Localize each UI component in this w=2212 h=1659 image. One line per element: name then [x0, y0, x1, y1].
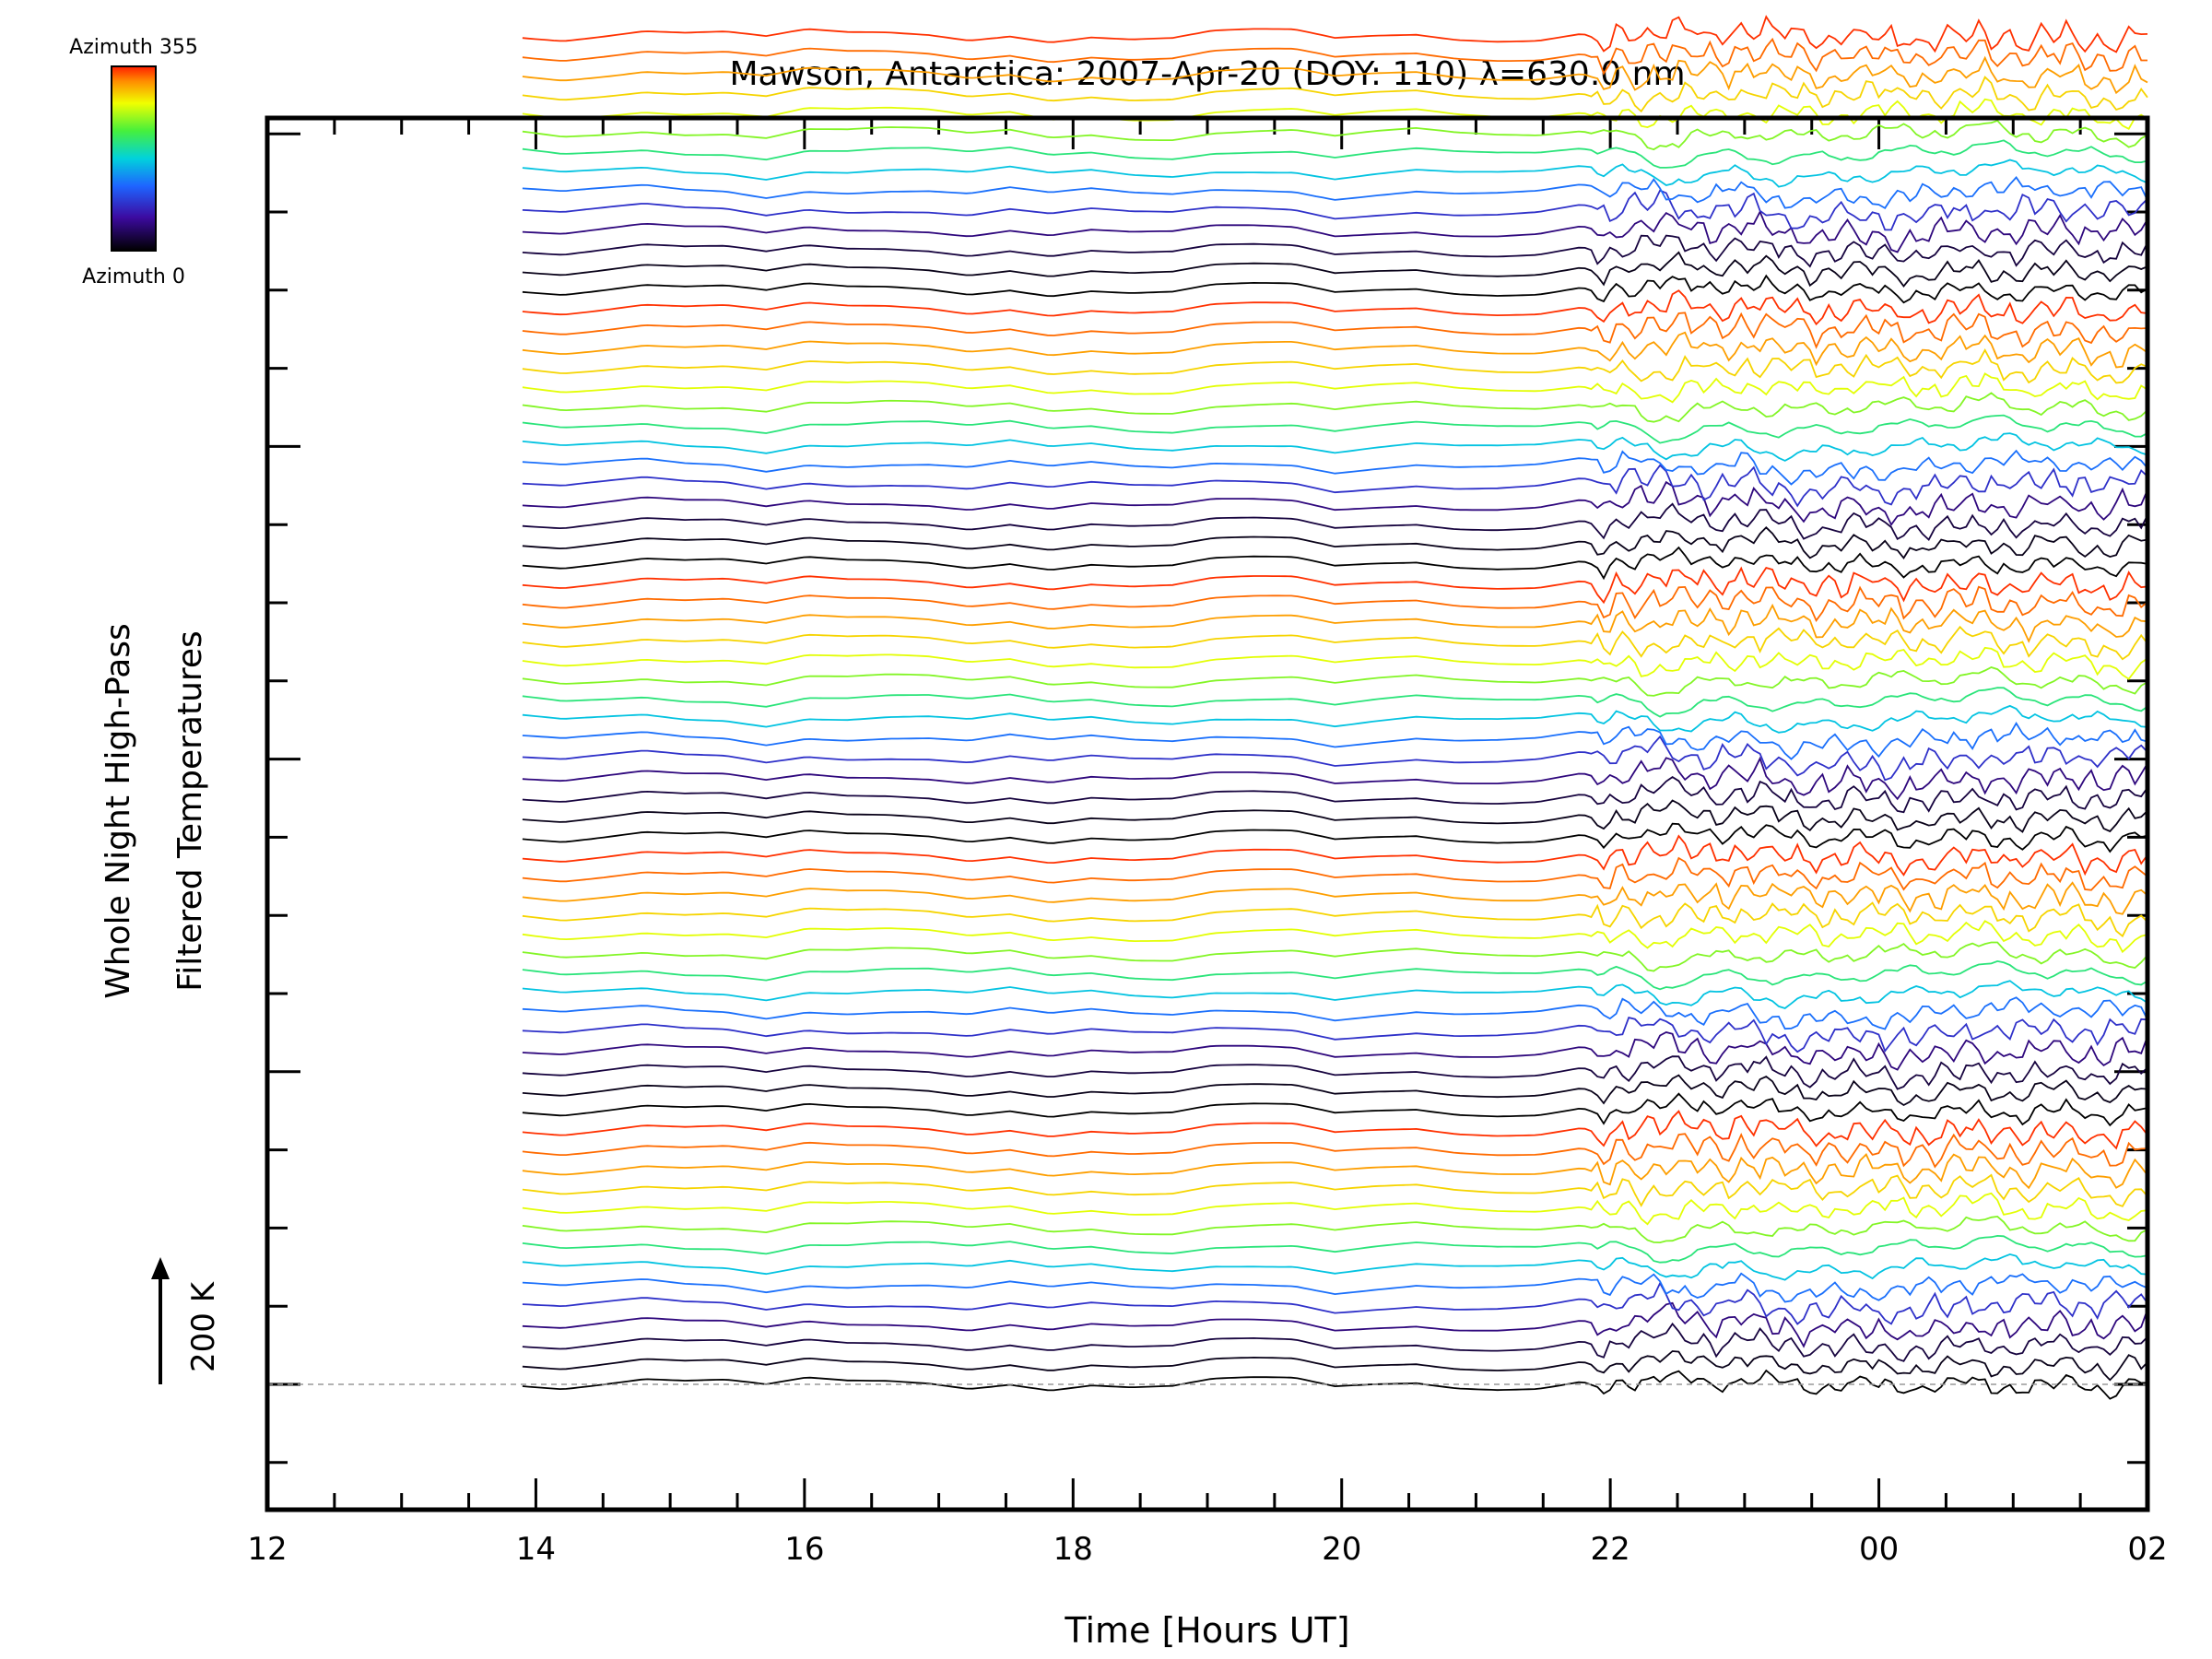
trace-line [522, 526, 2148, 559]
trace-line [522, 834, 2148, 877]
trace-line [522, 1055, 2148, 1090]
trace-line [522, 139, 2148, 169]
trace-line [522, 625, 2148, 661]
trace-line [522, 414, 2148, 444]
trace-group [522, 15, 2148, 1400]
trace-line [522, 1350, 2148, 1382]
trace-line [522, 98, 2148, 130]
x-axis-label: Time [Hours UT] [1064, 1610, 1349, 1651]
trace-line [522, 901, 2148, 938]
trace-line [522, 722, 2148, 760]
trace-line [522, 1272, 2148, 1303]
trace-line [522, 1322, 2148, 1362]
trace-line [522, 348, 2148, 384]
plot-frame [265, 115, 2150, 1512]
x-tick-label: 22 [1591, 1531, 1630, 1568]
colorbar-bottom-label: Azimuth 0 [82, 265, 185, 288]
trace-line [522, 480, 2148, 527]
scale-bar-arrowhead [151, 1257, 170, 1279]
trace-line [522, 15, 2148, 53]
chart-title: Mawson, Antarctica: 2007-Apr-20 (DOY: 11… [729, 55, 1685, 93]
trace-line [522, 119, 2148, 151]
trace-line [522, 159, 2148, 188]
trace-line [522, 996, 2148, 1030]
trace-line [522, 55, 2148, 95]
trace-line [522, 1234, 2148, 1264]
trace-line [522, 1281, 2148, 1325]
x-tick-label: 02 [2127, 1531, 2167, 1568]
trace-line [522, 1253, 2148, 1281]
axis-ticks [265, 118, 2149, 1510]
trace-line [522, 735, 2148, 782]
y-axis-label-line2: Filtered Temperatures [171, 630, 209, 992]
trace-line [522, 756, 2148, 801]
trace-line [522, 1192, 2148, 1226]
trace-line [522, 1017, 2148, 1053]
y-axis-label-line1: Whole Night High-Pass [100, 623, 137, 999]
trace-line [522, 312, 2148, 349]
trace-line [522, 1215, 2148, 1244]
trace-line [522, 546, 2148, 581]
trace-line [522, 646, 2148, 680]
trace-line [522, 822, 2148, 853]
x-tick-labels: 12 14 16 18 20 22 00 02 [247, 1531, 2167, 1568]
trace-line [522, 1092, 2148, 1127]
trace-line [522, 856, 2148, 891]
trace-line [522, 189, 2148, 231]
trace-line [522, 274, 2148, 304]
trace-line [522, 799, 2148, 833]
trace-line [522, 1074, 2148, 1107]
trace-line [522, 566, 2148, 605]
trace-line [522, 1173, 2148, 1207]
trace-line [522, 209, 2148, 253]
trace-line [522, 372, 2148, 404]
trace-line [522, 1301, 2148, 1348]
colorbar [111, 65, 157, 252]
trace-line [522, 687, 2148, 718]
x-tick-label: 18 [1053, 1531, 1093, 1568]
x-tick-label: 12 [247, 1531, 287, 1568]
trace-line [522, 449, 2148, 486]
trace-line [522, 464, 2148, 508]
trace-line [522, 1031, 2148, 1071]
trace-line [522, 585, 2148, 622]
trace-line [522, 1132, 2148, 1169]
trace-line [522, 881, 2148, 915]
x-tick-label: 00 [1859, 1531, 1899, 1568]
trace-line [522, 1152, 2148, 1190]
trace-line [522, 1369, 2148, 1400]
trace-line [522, 432, 2148, 462]
colorbar-top-label: Azimuth 355 [69, 36, 198, 59]
x-tick-label: 16 [784, 1531, 824, 1568]
trace-line [522, 502, 2148, 542]
trace-line [522, 666, 2148, 697]
trace-line [522, 776, 2148, 814]
scale-bar-label: 200 K [185, 1280, 222, 1372]
trace-line [522, 603, 2148, 643]
trace-line [522, 234, 2148, 268]
trace-line [522, 941, 2148, 972]
trace-line [522, 704, 2148, 734]
x-tick-label: 20 [1322, 1531, 1361, 1568]
trace-line [522, 37, 2147, 76]
trace-line [522, 76, 2148, 113]
trace-line [522, 392, 2148, 423]
trace-line [522, 331, 2148, 369]
x-tick-label: 14 [516, 1531, 556, 1568]
trace-line [522, 959, 2148, 991]
trace-line [522, 980, 2148, 1009]
trace-line [522, 1110, 2148, 1150]
trace-line [522, 289, 2148, 326]
trace-line [522, 251, 2148, 288]
trace-line [522, 176, 2148, 209]
trace-line [522, 920, 2148, 954]
